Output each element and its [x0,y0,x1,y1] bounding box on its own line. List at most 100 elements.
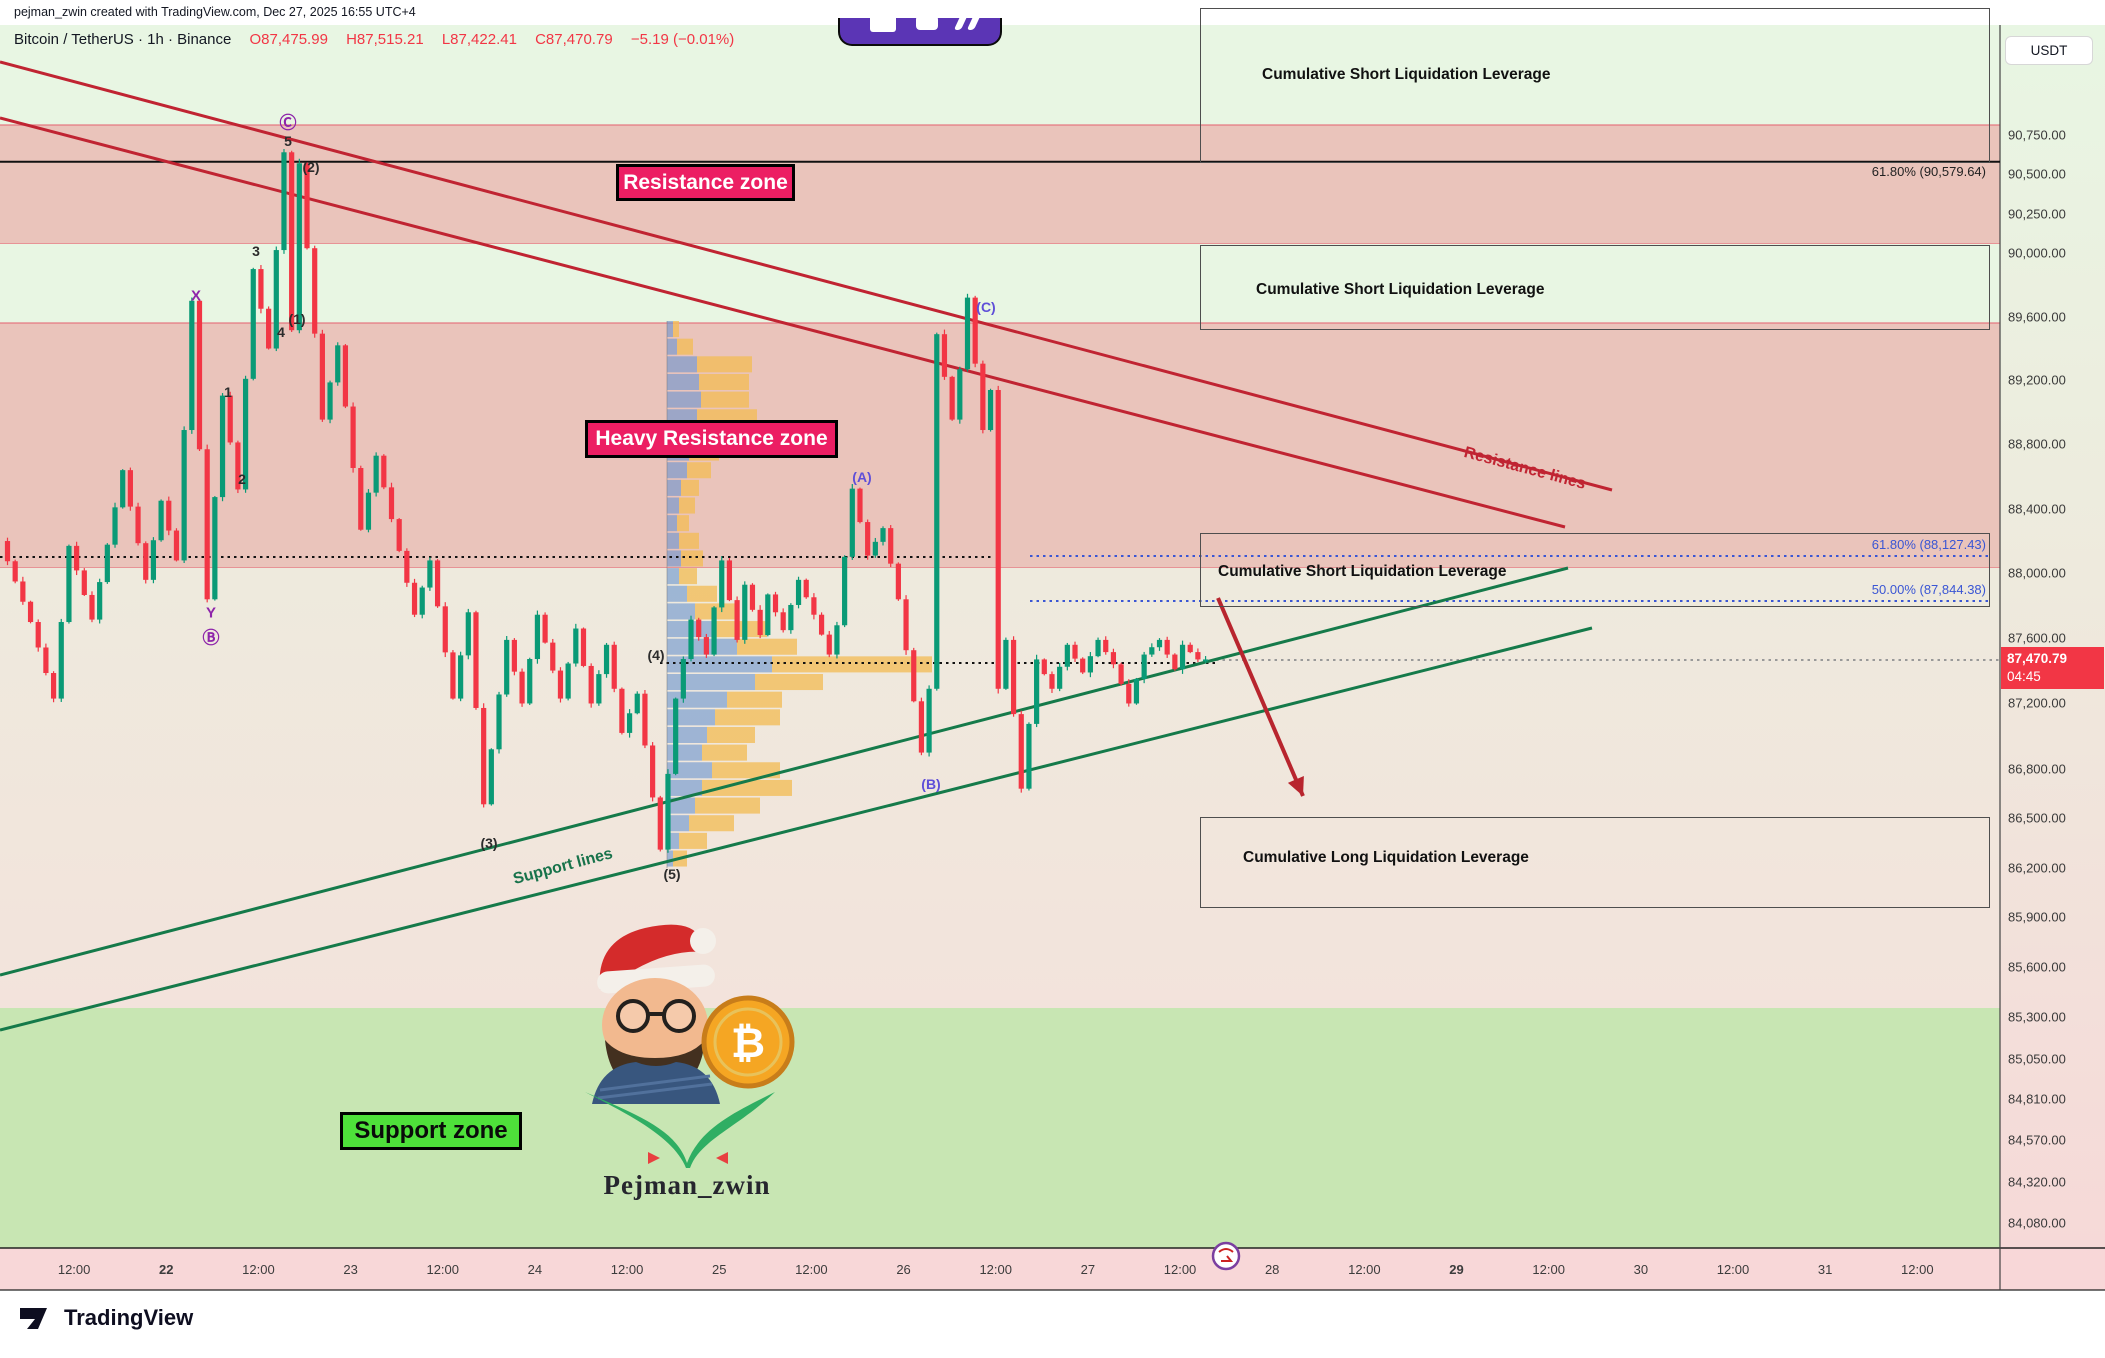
wave-label[interactable]: 5 [284,133,292,149]
volume-profile-buy-row [667,815,689,832]
price-tick: 87,200.00 [2008,695,2066,711]
wave-label[interactable]: Y [205,604,217,622]
currency-toggle[interactable]: USDT [2005,36,2093,65]
wave-label[interactable]: 1 [224,384,232,400]
heavy-resistance-zone-label[interactable]: Heavy Resistance zone [585,420,838,458]
tradingview-footer[interactable]: TradingView [18,1300,193,1336]
symbol-name[interactable]: Bitcoin / TetherUS · 1h · Binance [14,31,232,48]
svg-text:₿: ₿ [731,1018,765,1067]
price-tick: 84,810.00 [2008,1091,2066,1107]
time-tick: 12:00 [1716,1262,1750,1277]
resistance-trendline[interactable] [0,60,1613,492]
last-price-value: 87,470.79 [2007,651,2068,666]
wave-label[interactable]: (B) [921,776,941,792]
zone-green-top [0,25,2000,125]
fib-level-label: 50.00% (87,844.38) [1871,582,1986,597]
volume-profile-buy-row [667,568,679,585]
volume-profile-sell-row [687,585,717,602]
volume-profile-sell-row [701,391,749,408]
volume-profile-sell-row [677,338,693,355]
volume-profile-sell-row [727,691,782,708]
liquidation-box[interactable] [1200,817,1990,908]
ohlc-high: H87,515.21 [346,31,424,48]
resistance-trendline[interactable] [0,116,1566,529]
price-tick: 86,800.00 [2008,761,2066,777]
time-tick: 12:00 [57,1262,91,1277]
time-tick: 12:00 [242,1262,275,1277]
liquidation-box-label: Cumulative Short Liquidation Leverage [1262,66,1551,83]
time-tick: 12:00 [1901,1262,1934,1277]
time-tick: 28 [1264,1262,1280,1277]
price-tick: 86,200.00 [2008,860,2066,876]
volume-profile-buy-row [667,532,679,549]
volume-profile-sell-row [695,797,760,814]
volume-profile-buy-row [667,779,702,796]
volume-profile-buy-row [667,373,699,390]
volume-profile-buy-row [667,338,677,355]
share-toolbar-button[interactable] [838,18,1002,46]
fib-level-label: 61.80% (90,579.64) [1871,164,1986,179]
support-trendline[interactable] [0,566,1569,977]
wave-label[interactable]: Ⓑ [202,628,220,648]
wave-label[interactable]: (A) [852,469,872,485]
volume-profile-sell-row [673,321,679,338]
ohlc-open: O87,475.99 [249,31,328,48]
liquidation-box[interactable] [1200,533,1990,607]
price-tick: 85,900.00 [2008,909,2066,925]
volume-profile-sell-row [755,674,823,691]
emoji-sticker[interactable] [1211,1241,1241,1271]
volume-profile-sell-row [697,356,752,373]
wave-label[interactable]: (5) [663,866,681,882]
zone-resistance [0,125,2000,244]
ohlc-close: C87,470.79 [535,31,613,48]
price-tick: 88,000.00 [2008,565,2066,581]
volume-profile-sell-row [679,832,707,849]
time-axis-bg[interactable] [0,1248,2105,1290]
price-tick: 88,400.00 [2008,501,2066,517]
price-tick: 84,570.00 [2008,1132,2066,1148]
wave-label[interactable]: (2) [302,159,320,175]
support-trendline[interactable] [0,626,1593,1032]
price-tick: 84,080.00 [2008,1215,2066,1231]
volume-profile-sell-row [702,744,747,761]
signature-swoosh [585,1092,775,1168]
wave-label[interactable]: (C) [976,299,996,315]
time-tick: 12:00 [426,1262,460,1277]
wave-label[interactable]: 4 [277,324,285,340]
volume-profile-sell-row [689,815,734,832]
volume-profile-buy-row [667,726,707,743]
fib-level-label: 61.80% (88,127.43) [1871,537,1986,552]
price-tick: 87,600.00 [2008,630,2066,646]
symbol-ohlc-bar[interactable]: Bitcoin / TetherUS · 1h · Binance O87,47… [14,31,734,48]
resistance-zone-label[interactable]: Resistance zone [616,164,795,201]
liquidation-box-label: Cumulative Short Liquidation Leverage [1256,281,1545,298]
price-tick: 89,600.00 [2008,309,2066,325]
liquidation-box-label: Cumulative Short Liquidation Leverage [1218,563,1507,580]
price-axis-bg[interactable] [2000,25,2105,1248]
volume-profile-buy-row [667,550,681,567]
volume-profile-sell-row [681,479,699,496]
liquidation-box[interactable] [1200,245,1990,330]
price-tick: 85,300.00 [2008,1009,2066,1025]
wave-label[interactable]: X [190,287,202,305]
projection-arrow[interactable] [1216,597,1305,797]
wave-label[interactable]: Ⓒ [279,113,297,133]
wave-label[interactable]: 3 [252,243,260,259]
wave-label[interactable]: (4) [647,647,665,663]
support-zone-label[interactable]: Support zone [340,1112,522,1150]
price-tick: 89,200.00 [2008,372,2066,388]
wave-label[interactable]: (3) [480,835,498,851]
author-signature: Pejman_zwin [603,1170,771,1200]
volume-profile-buy-row [667,603,695,620]
price-tick: 90,750.00 [2008,127,2066,143]
wave-label[interactable]: 2 [238,471,246,487]
time-tick: 26 [896,1262,911,1277]
volume-profile-sell-row [679,568,697,585]
liquidation-box[interactable] [1200,8,1990,163]
time-tick: 23 [343,1262,358,1277]
wave-label[interactable]: (1) [288,311,306,327]
volume-profile-buy-row [667,497,679,514]
volume-profile-sell-row [681,550,703,567]
time-tick: 24 [527,1262,543,1277]
